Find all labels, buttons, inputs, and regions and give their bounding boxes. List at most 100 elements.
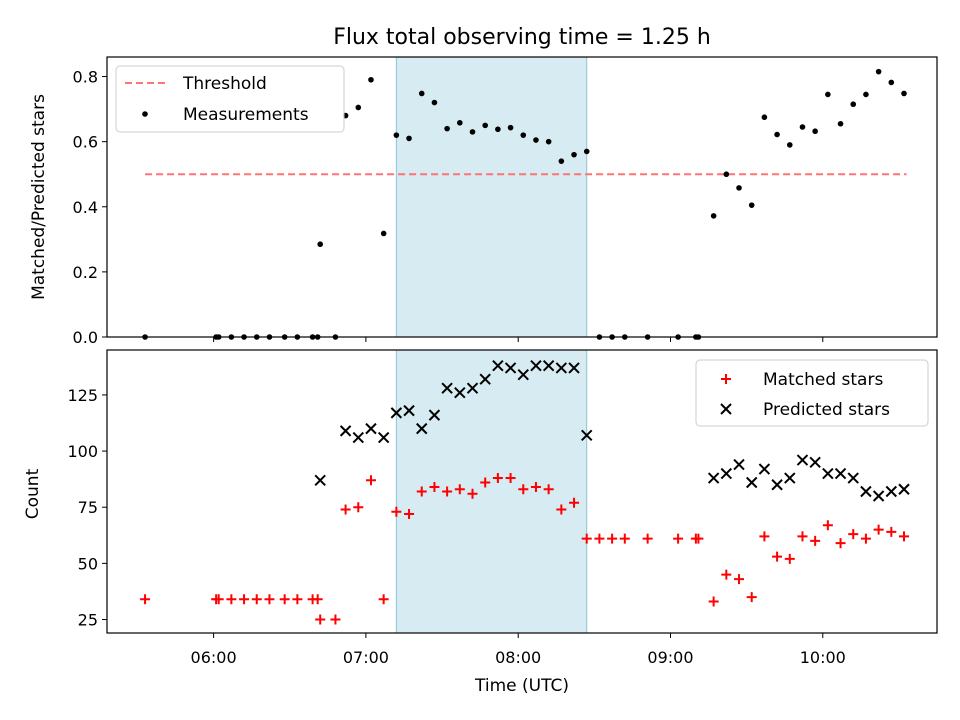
- measurement-point: [786, 142, 793, 148]
- measurement-point: [748, 202, 755, 208]
- predicted-star-point: [898, 483, 910, 495]
- measurement-point: [482, 122, 488, 129]
- measurement-point: [863, 91, 869, 98]
- legend-measurements-label: Measurements: [183, 105, 309, 125]
- predicted-star-point: [517, 368, 529, 381]
- matched-star-point: [899, 531, 910, 542]
- matched-star-point: [848, 529, 859, 540]
- predicted-star-point: [822, 467, 834, 480]
- predicted-star-point: [365, 422, 377, 435]
- matched-star-point: [518, 484, 529, 495]
- matched-star-point: [330, 614, 341, 625]
- matched-star-point: [312, 594, 323, 605]
- predicted-star-point: [885, 485, 898, 498]
- matched-star-point: [835, 538, 846, 549]
- matched-star-point: [315, 614, 326, 625]
- x-tick-label: 10:00: [800, 648, 846, 667]
- predicted-star-point: [466, 382, 479, 394]
- shaded-interval: [395, 56, 588, 338]
- predicted-star-point: [771, 479, 783, 491]
- plot-frame: [106, 349, 938, 634]
- bottom-panel: 25 50 75 100 125 06:00 07:00 08:00 09:00 10:00 Mat…: [67, 349, 938, 667]
- measurement-point: [799, 124, 806, 130]
- matched-star-point: [784, 553, 795, 564]
- matched-star-point: [140, 594, 151, 605]
- legend-predicted-swatch: [720, 403, 732, 415]
- matched-star-point: [226, 594, 237, 605]
- predicted-star-point: [733, 458, 745, 471]
- measurement-point: [761, 114, 768, 121]
- measurement-point: [368, 76, 374, 83]
- matched-star-point: [569, 497, 580, 508]
- legend: Threshold Measurements: [115, 65, 345, 133]
- matched-star-point: [822, 520, 833, 531]
- matched-star-point: [429, 482, 440, 493]
- matched-star-point: [416, 486, 427, 497]
- matched-star-point: [810, 535, 821, 546]
- matched-star-point: [673, 533, 684, 544]
- matched-star-point: [378, 594, 389, 605]
- predicted-star-point: [834, 467, 847, 480]
- measurement-point: [545, 138, 552, 145]
- predicted-star-point: [720, 467, 733, 480]
- matched-star-point: [759, 531, 770, 542]
- predicted-star-point: [479, 373, 491, 385]
- measurement-point: [507, 124, 514, 131]
- matched-star-point: [693, 533, 704, 544]
- predicted-star-point: [872, 490, 885, 502]
- measurement-point: [444, 125, 450, 132]
- matched-star-point: [619, 533, 630, 544]
- measurement-point: [418, 90, 425, 97]
- y-tick-label: 75: [78, 498, 98, 517]
- measurement-point: [837, 120, 844, 127]
- legend-box: [115, 65, 345, 133]
- y-tick-label: 0.8: [73, 68, 98, 87]
- matched-star-point: [594, 533, 605, 544]
- measurement-point: [533, 137, 539, 143]
- x-tick-label: 08:00: [495, 648, 541, 667]
- predicted-star-point: [352, 431, 364, 444]
- measurement-point: [457, 119, 463, 126]
- matched-star-point: [886, 526, 897, 537]
- plot-frame: [106, 56, 938, 338]
- measurement-point: [888, 79, 895, 86]
- x-axis-label: Time (UTC): [474, 676, 569, 696]
- matched-star-point: [251, 594, 262, 605]
- predicted-star-point: [555, 362, 568, 374]
- measurement-point: [393, 132, 400, 138]
- predicted-star-point: [428, 409, 441, 421]
- y-tick-label: 0.2: [73, 263, 98, 282]
- legend-predicted-label: Predicted stars: [763, 400, 890, 420]
- predicted-star-point: [581, 429, 593, 442]
- matched-star-point: [797, 531, 808, 542]
- x-tick-label: 09:00: [647, 648, 693, 667]
- top-y-axis-label: Matched/Predicted stars: [29, 94, 49, 300]
- legend: Matched stars Predicted stars: [695, 359, 929, 427]
- predicted-star-point: [403, 404, 415, 417]
- y-tick-label: 125: [67, 386, 98, 405]
- matched-star-point: [353, 502, 364, 513]
- measurement-point: [469, 129, 476, 135]
- bottom-y-axis-label: Count: [23, 468, 43, 519]
- predicted-star-point: [707, 472, 720, 484]
- legend-box: [695, 359, 929, 427]
- measurement-point: [583, 148, 590, 155]
- matched-star-point: [213, 594, 224, 605]
- measurement-point: [317, 241, 324, 248]
- predicted-star-point: [860, 485, 872, 498]
- predicted-star-point: [390, 407, 403, 419]
- y-tick-label: 0.6: [73, 133, 98, 152]
- measurement-point: [710, 213, 717, 219]
- measurement-point: [774, 131, 780, 138]
- measurement-point: [736, 185, 742, 191]
- matched-star-point: [708, 596, 719, 607]
- measurement-point: [520, 132, 527, 138]
- predicted-star-point: [758, 463, 771, 475]
- predicted-star-point: [542, 360, 555, 372]
- measurement-point: [380, 230, 387, 237]
- measurement-point: [850, 101, 857, 108]
- legend-measurements-swatch: [142, 111, 148, 117]
- predicted-star-point: [796, 454, 809, 466]
- predicted-star-point: [377, 431, 390, 444]
- measurement-point: [558, 158, 565, 164]
